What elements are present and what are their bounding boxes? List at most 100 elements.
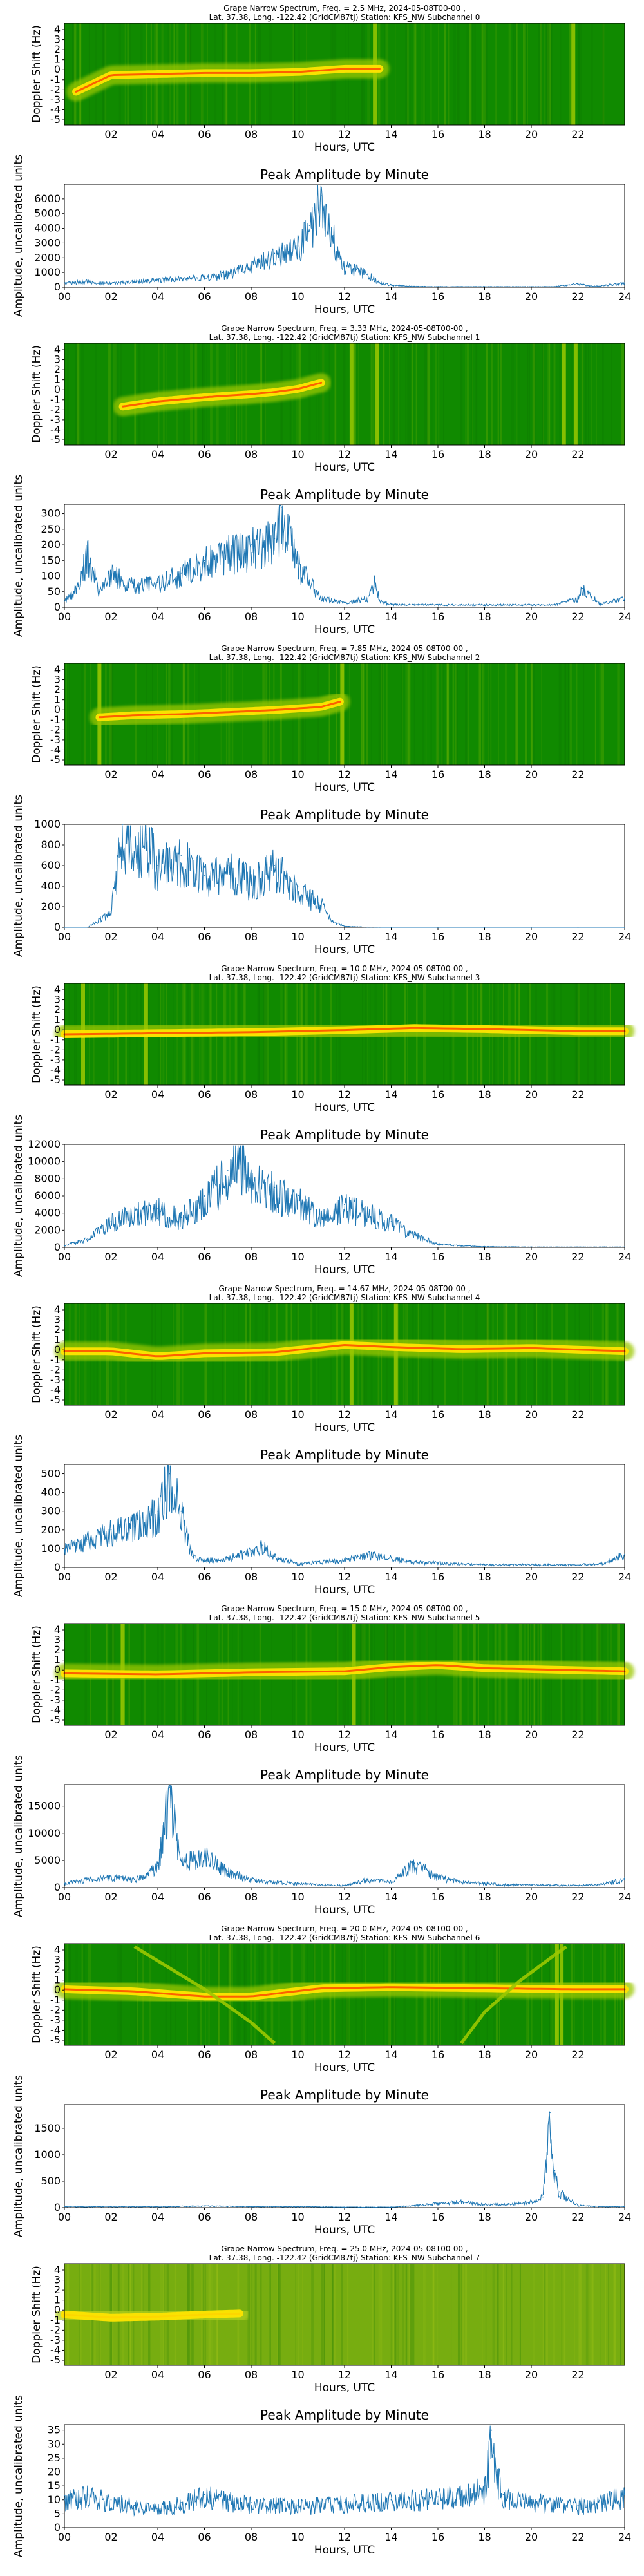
spectrogram-noise-stripe [331,2264,334,2365]
spectrogram-ytick-label: -3 [50,2334,61,2346]
spectrogram-noise-stripe [576,663,578,765]
amplitude-point [379,600,381,602]
amplitude-point [413,1234,415,1235]
chart-ylabel: Amplitude, uncalibrated units [12,1115,25,1277]
spectrogram-noise-stripe [469,23,472,125]
chart-xtick-label: 16 [431,290,444,303]
amplitude-point [495,2471,497,2473]
spectrogram-xtick-label: 12 [338,2369,351,2381]
spectrogram-noise-stripe [471,23,474,125]
chart-xtick-label: 22 [571,2211,584,2223]
chart-xtick-label: 18 [478,1891,491,1903]
spectrogram-noise-stripe [412,2264,415,2365]
amplitude-point [484,927,486,928]
amplitude-point [64,2499,65,2501]
spectrogram-noise-stripe [613,2264,616,2365]
spectrogram-xtick-label: 20 [525,2049,538,2061]
spectrogram-noise-stripe [432,2264,435,2365]
spectrogram-noise-stripe [415,343,417,445]
spectrogram-xtick-label: 02 [104,1728,117,1741]
amplitude-point [554,2170,556,2172]
chart-ytick-label: 25 [48,2452,61,2464]
spectrogram-xtick-label: 16 [431,2369,444,2381]
spectrogram-noise-stripe [397,2264,399,2365]
spectrogram-ytick-label: -3 [50,413,61,426]
spectrogram-xtick-label: 16 [431,768,444,781]
spectrogram-noise-stripe [405,663,408,765]
spectrogram-noise-stripe [298,2264,299,2365]
amplitude-point [484,2204,486,2206]
amplitude-point [251,1178,252,1180]
spectrogram-noise-stripe [540,23,542,125]
spectrogram-vertical-band [571,23,576,125]
spectrogram-noise-stripe [114,343,117,445]
spectrogram-noise-stripe [74,23,77,125]
amplitude-point [577,2204,579,2206]
amplitude-point [320,1217,322,1218]
spectrogram-noise-stripe [618,663,620,765]
spectrogram-noise-stripe [346,2264,349,2365]
amplitude-chart: Peak Amplitude by Minute0100020003000400… [12,155,631,317]
spectrogram-xtick-label: 12 [338,1408,351,1421]
spectrogram-noise-stripe [544,23,546,125]
spectrogram-title-line2: Lat. 37.38, Long. -122.42 (GridCM87tj) S… [209,1293,480,1302]
spectrogram-noise-stripe [590,2264,592,2365]
spectrogram-noise-stripe [547,23,549,125]
spectrogram-ytick-label: -2 [50,2324,61,2336]
spectrogram-title-line2: Lat. 37.38, Long. -122.42 (GridCM87tj) S… [209,13,480,22]
amplitude-point [390,1881,392,1883]
chart-xtick-label: 02 [104,2211,117,2223]
amplitude-point [320,901,322,902]
amplitude-point [624,597,625,599]
amplitude-point [484,286,486,287]
amplitude-point [251,1879,252,1880]
spectrogram-xtick-label: 18 [478,128,491,140]
chart-xtick-label: 08 [245,1251,258,1263]
spectrogram-noise-stripe [450,2264,451,2365]
amplitude-point [180,855,182,856]
spectrogram-xtick-label: 20 [525,1088,538,1101]
spectrogram-ytick-label: 0 [54,1343,61,1356]
spectrogram-xtick-label: 10 [291,1728,304,1741]
chart-ytick-label: 6000 [34,1189,61,1202]
amplitude-point [367,1553,369,1555]
spectrogram-noise-stripe [372,343,374,445]
spectrogram-noise-stripe [560,23,562,125]
spectrogram-noise-stripe [569,663,571,765]
spectrogram-noise-stripe [533,343,536,445]
chart-xtick-label: 04 [151,1891,164,1903]
amplitude-point [554,604,556,605]
amplitude-point [157,1865,158,1867]
spectrogram-ytick-label: 0 [54,703,61,715]
spectrogram-ytick-label: -5 [50,1394,61,1406]
amplitude-point [437,604,439,605]
spectrogram-noise-stripe [492,2264,495,2365]
amplitude-point [577,283,579,285]
spectrogram-xtick-label: 08 [245,1408,258,1421]
chart-ytick-label: 300 [41,507,61,520]
amplitude-chart: Peak Amplitude by Minute0510152025303500… [12,2395,631,2557]
amplitude-point [390,1221,392,1222]
chart-xtick-label: 06 [198,1251,211,1263]
spectrogram-trace-core [122,381,323,408]
spectrogram-noise-stripe [578,2264,581,2365]
chart-xtick-label: 04 [151,1251,164,1263]
spectrogram-ylabel: Doppler Shift (Hz) [30,1305,43,1403]
spectrogram-noise-stripe [430,23,432,125]
amplitude-point [344,2206,345,2208]
amplitude-point [110,1529,112,1531]
spectrogram-noise-stripe [482,663,484,765]
spectrogram-noise-stripe [80,23,81,125]
spectrogram-noise-stripe [354,343,357,445]
amplitude-point [390,284,392,286]
chart-ytick-label: 400 [41,880,61,892]
chart-ytick-label: 5 [54,2507,61,2519]
spectrogram-noise-stripe [497,2264,499,2365]
spectrogram-noise-stripe [533,2264,535,2365]
spectrogram-ytick-label: -1 [50,1994,61,2006]
amplitude-point [87,1879,89,1880]
amplitude-point [110,1876,112,1878]
amplitude-point [542,2196,544,2198]
spectrogram-xtick-label: 12 [338,1728,351,1741]
amplitude-point [274,865,276,866]
